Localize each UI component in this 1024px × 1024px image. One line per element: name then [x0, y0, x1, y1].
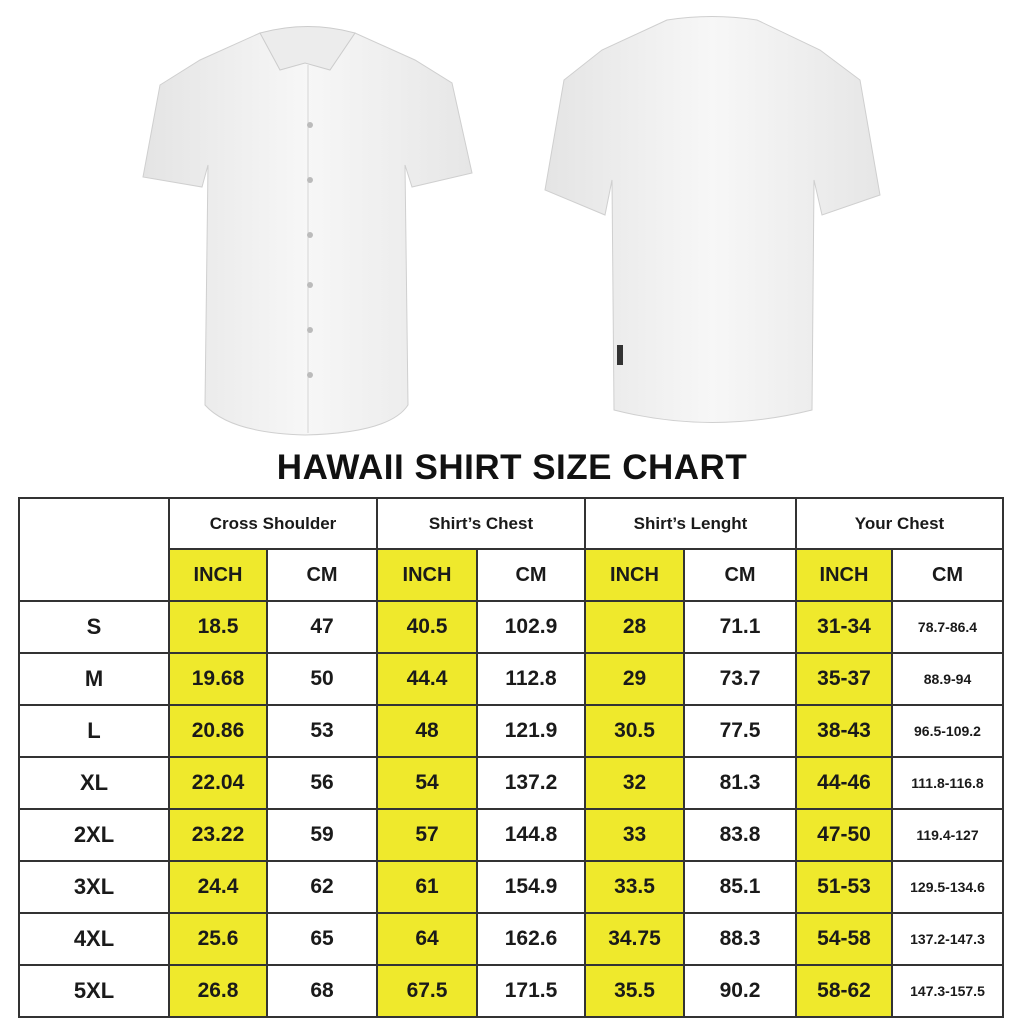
table-cell: 77.5: [683, 704, 797, 758]
size-label: L: [18, 704, 170, 758]
table-cell: 71.1: [683, 600, 797, 654]
table-cell: 47: [266, 600, 378, 654]
table-cell: 102.9: [476, 600, 586, 654]
unit-header-inch: INCH: [168, 548, 268, 602]
table-cell: 96.5-109.2: [891, 704, 1004, 758]
table-row: 5XL 26.8 68 67.5 171.5 35.5 90.2 58-62 147.3-157…: [18, 964, 1004, 1018]
table-cell: 30.5: [584, 704, 685, 758]
table-cell: 48: [376, 704, 478, 758]
table-row: M 19.68 50 44.4 112.8 29 73.7 35-37 88.9-94: [18, 652, 1004, 706]
group-header-shirt-length: Shirt’s Lenght: [584, 497, 797, 550]
table-cell: 171.5: [476, 964, 586, 1018]
table-cell: 50: [266, 652, 378, 706]
table-cell: 18.5: [168, 600, 268, 654]
table-cell: 85.1: [683, 860, 797, 914]
table-cell: 44-46: [795, 756, 893, 810]
table-cell: 53: [266, 704, 378, 758]
size-label: 5XL: [18, 964, 170, 1018]
table-row: L 20.86 53 48 121.9 30.5 77.5 38-43 96.5-109.2: [18, 704, 1004, 758]
table-cell: 57: [376, 808, 478, 862]
table-cell: 34.75: [584, 912, 685, 966]
table-cell: 31-34: [795, 600, 893, 654]
group-header-shirt-chest: Shirt’s Chest: [376, 497, 586, 550]
size-label: XL: [18, 756, 170, 810]
table-cell: 24.4: [168, 860, 268, 914]
table-cell: 121.9: [476, 704, 586, 758]
table-cell: 137.2-147.3: [891, 912, 1004, 966]
table-cell: 137.2: [476, 756, 586, 810]
table-cell: 20.86: [168, 704, 268, 758]
table-cell: 144.8: [476, 808, 586, 862]
table-cell: 40.5: [376, 600, 478, 654]
table-row: S 18.5 47 40.5 102.9 28 71.1 31-34 78.7-86.4: [18, 600, 1004, 654]
table-cell: 65: [266, 912, 378, 966]
table-cell: 47-50: [795, 808, 893, 862]
size-label: 3XL: [18, 860, 170, 914]
unit-header-inch: INCH: [376, 548, 478, 602]
size-chart-table: Cross Shoulder Shirt’s Chest Shirt’s Len…: [18, 497, 1004, 1018]
table-cell: 28: [584, 600, 685, 654]
table-cell: 35-37: [795, 652, 893, 706]
size-label: 4XL: [18, 912, 170, 966]
shirt-front-image: [142, 26, 473, 436]
table-row: XL 22.04 56 54 137.2 32 81.3 44-46 111.8-116.8: [18, 756, 1004, 810]
corner-cell: [18, 497, 170, 602]
shirt-back-image: [544, 16, 881, 423]
table-cell: 81.3: [683, 756, 797, 810]
table-cell: 19.68: [168, 652, 268, 706]
unit-header-inch: INCH: [584, 548, 685, 602]
table-cell: 83.8: [683, 808, 797, 862]
table-cell: 68: [266, 964, 378, 1018]
table-cell: 61: [376, 860, 478, 914]
table-row: 3XL 24.4 62 61 154.9 33.5 85.1 51-53 129.5-134.6: [18, 860, 1004, 914]
size-label: M: [18, 652, 170, 706]
table-cell: 147.3-157.5: [891, 964, 1004, 1018]
table-row: 4XL 25.6 65 64 162.6 34.75 88.3 54-58 137.2-147.…: [18, 912, 1004, 966]
table-cell: 64: [376, 912, 478, 966]
unit-header-cm: CM: [891, 548, 1004, 602]
table-cell: 73.7: [683, 652, 797, 706]
table-cell: 32: [584, 756, 685, 810]
table-cell: 56: [266, 756, 378, 810]
table-cell: 35.5: [584, 964, 685, 1018]
unit-header-cm: CM: [683, 548, 797, 602]
size-label: S: [18, 600, 170, 654]
table-cell: 54: [376, 756, 478, 810]
table-cell: 26.8: [168, 964, 268, 1018]
table-cell: 29: [584, 652, 685, 706]
table-cell: 162.6: [476, 912, 586, 966]
chart-title: HAWAII SHIRT SIZE CHART: [276, 448, 748, 487]
group-header-cross-shoulder: Cross Shoulder: [168, 497, 378, 550]
unit-header-cm: CM: [476, 548, 586, 602]
table-cell: 51-53: [795, 860, 893, 914]
table-cell: 88.3: [683, 912, 797, 966]
table-cell: 33.5: [584, 860, 685, 914]
table-cell: 88.9-94: [891, 652, 1004, 706]
table-cell: 25.6: [168, 912, 268, 966]
table-cell: 54-58: [795, 912, 893, 966]
group-header-your-chest: Your Chest: [795, 497, 1004, 550]
table-cell: 90.2: [683, 964, 797, 1018]
table-cell: 78.7-86.4: [891, 600, 1004, 654]
table-cell: 129.5-134.6: [891, 860, 1004, 914]
table-cell: 38-43: [795, 704, 893, 758]
unit-header-cm: CM: [266, 548, 378, 602]
table-cell: 23.22: [168, 808, 268, 862]
table-cell: 22.04: [168, 756, 268, 810]
unit-header-inch: INCH: [795, 548, 893, 602]
table-cell: 111.8-116.8: [891, 756, 1004, 810]
table-cell: 33: [584, 808, 685, 862]
table-cell: 112.8: [476, 652, 586, 706]
table-cell: 119.4-127: [891, 808, 1004, 862]
table-cell: 59: [266, 808, 378, 862]
table-cell: 44.4: [376, 652, 478, 706]
size-label: 2XL: [18, 808, 170, 862]
table-cell: 67.5: [376, 964, 478, 1018]
table-cell: 62: [266, 860, 378, 914]
table-row: 2XL 23.22 59 57 144.8 33 83.8 47-50 119.4-127: [18, 808, 1004, 862]
table-cell: 58-62: [795, 964, 893, 1018]
table-cell: 154.9: [476, 860, 586, 914]
